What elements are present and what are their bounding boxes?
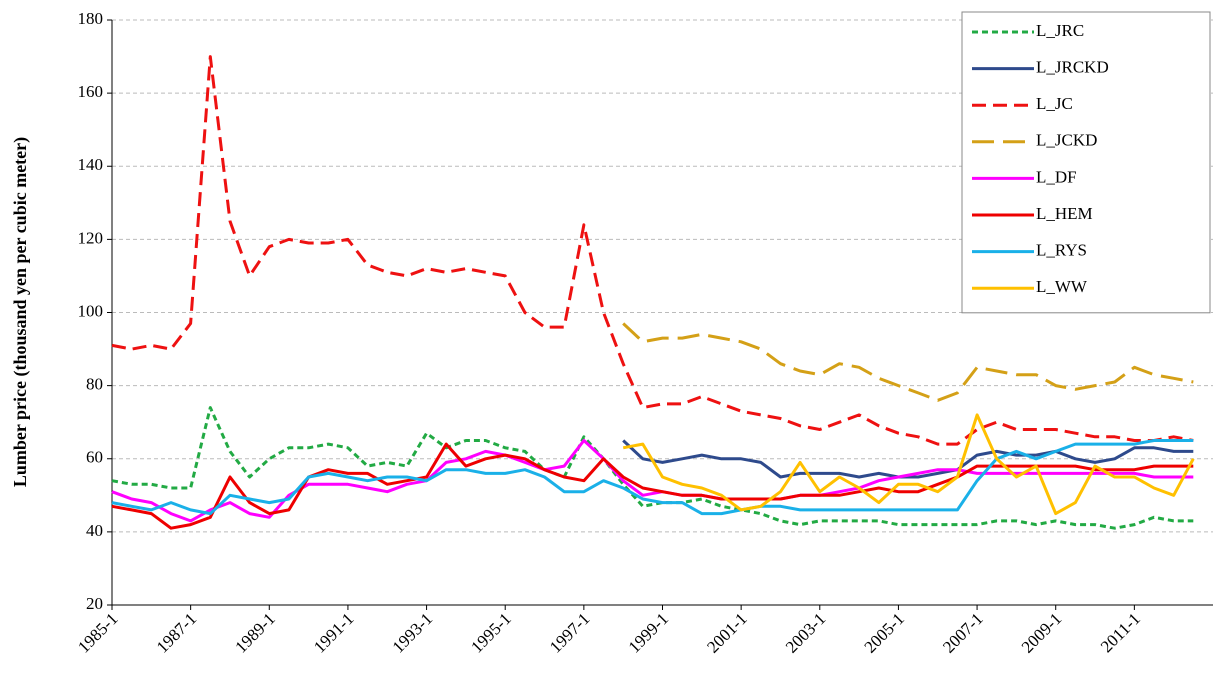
y-axis-label: Lumber price (thousand yen per cubic met… [10, 137, 31, 487]
y-tick-label: 180 [78, 9, 104, 28]
y-tick-label: 20 [86, 594, 103, 613]
x-tick-label: 1997-1 [546, 609, 593, 656]
series-line [111, 439, 1194, 523]
y-tick-label: 100 [78, 301, 104, 320]
y-tick-label: 160 [78, 82, 104, 101]
x-tick-label: 2011-1 [1097, 609, 1144, 656]
series-line [622, 439, 1194, 479]
x-tick-label: 2009-1 [1018, 609, 1065, 656]
legend-label: L_JCKD [1036, 131, 1097, 150]
x-tick-label: 1993-1 [389, 609, 436, 656]
legend-label: L_WW [1036, 277, 1088, 296]
x-tick-label: 2005-1 [861, 609, 908, 656]
legend-label: L_JRC [1036, 21, 1084, 40]
series-line [622, 413, 1195, 516]
y-tick-label: 40 [86, 521, 103, 540]
y-tick-label: 120 [78, 228, 104, 247]
legend-label: L_RYS [1036, 241, 1087, 260]
legend-label: L_DF [1036, 167, 1077, 186]
legend-box [961, 11, 1211, 314]
x-tick-label: 1987-1 [153, 609, 200, 656]
legend-label: L_HEM [1036, 204, 1093, 223]
y-tick-label: 140 [78, 155, 104, 174]
x-tick-label: 2003-1 [782, 609, 829, 656]
x-tick-label: 1995-1 [467, 609, 514, 656]
series-line [111, 442, 1194, 530]
y-tick-label: 60 [86, 448, 103, 467]
series-line [622, 322, 1194, 402]
x-tick-label: 1989-1 [231, 609, 278, 656]
x-tick-label: 2007-1 [939, 609, 986, 656]
x-tick-label: 1985-1 [74, 609, 121, 656]
legend-label: L_JRCKD [1036, 58, 1109, 77]
series-line [111, 406, 1194, 530]
x-tick-label: 2001-1 [703, 609, 750, 656]
x-tick-label: 1999-1 [625, 609, 672, 656]
series-line [111, 439, 1194, 516]
x-tick-label: 1991-1 [310, 609, 357, 656]
series-line [111, 55, 1194, 446]
legend-label: L_JC [1036, 94, 1073, 113]
y-tick-label: 80 [86, 375, 103, 394]
